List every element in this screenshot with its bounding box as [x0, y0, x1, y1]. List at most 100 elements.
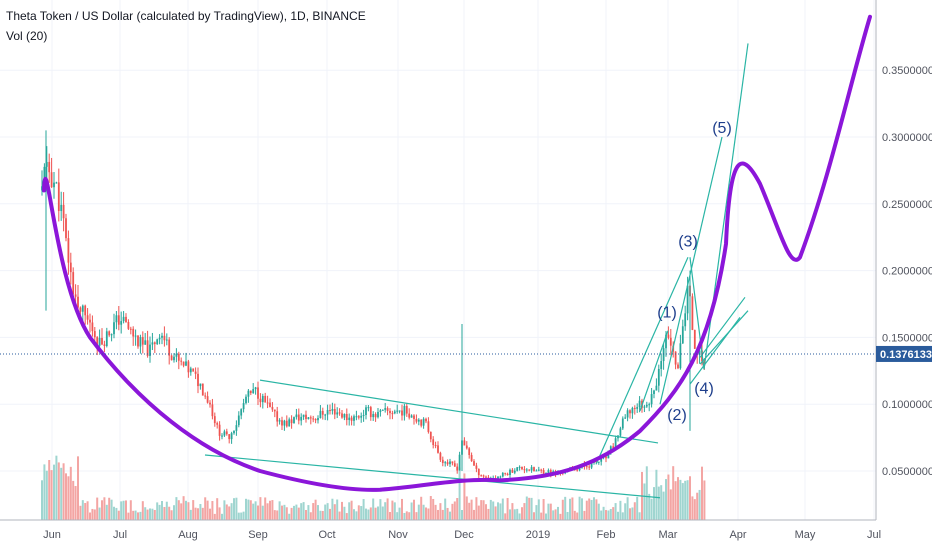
candle-body — [192, 368, 195, 372]
volume-bar — [458, 467, 461, 520]
candle-body — [247, 390, 250, 397]
volume-bar — [542, 499, 545, 520]
volume-bar — [602, 506, 605, 520]
candle-body — [655, 385, 658, 391]
volume-bar — [441, 509, 444, 520]
candle-body — [98, 337, 101, 346]
candle-body — [144, 340, 147, 345]
volume-bar — [252, 503, 255, 520]
volume-bar — [696, 492, 699, 520]
volume-bar — [665, 479, 667, 520]
candle-body — [381, 409, 384, 411]
volume-bar — [689, 476, 691, 520]
volume-bar — [353, 509, 355, 520]
candle-body — [677, 364, 679, 369]
volume-bar — [554, 509, 557, 520]
candle-body — [542, 470, 545, 474]
volume-bar — [321, 510, 324, 520]
volume-bar — [653, 487, 655, 520]
volume-bar — [593, 497, 595, 520]
candle-body — [533, 467, 535, 471]
volume-bar — [192, 500, 195, 520]
candle-body — [127, 322, 130, 329]
candle-body — [108, 331, 111, 336]
volume-bar — [360, 506, 363, 520]
volume-bar — [69, 466, 72, 520]
candle-body — [67, 238, 70, 263]
volume-bar — [569, 498, 571, 520]
volume-bar — [72, 480, 75, 520]
time-tick-label: Feb — [597, 529, 616, 541]
candle-body — [338, 412, 341, 414]
volume-bar — [156, 502, 159, 520]
volume-bar — [278, 501, 281, 520]
volume-bar — [504, 513, 507, 520]
candle-body — [113, 322, 115, 335]
candle-body — [305, 414, 307, 420]
candle-body — [341, 413, 343, 418]
volume-bar — [180, 503, 183, 520]
candle-body — [151, 342, 154, 345]
candle-body — [631, 407, 634, 414]
volume-bar — [283, 504, 286, 520]
volume-bar — [103, 497, 106, 520]
volume-bar — [427, 508, 430, 520]
volume-bar — [648, 493, 651, 520]
candle-body — [281, 420, 283, 426]
candle-body — [614, 438, 617, 448]
volume-bar — [511, 503, 514, 520]
candle-body — [321, 410, 324, 415]
volume-bar — [417, 504, 420, 520]
volume-bar — [386, 498, 389, 520]
volume-bar — [45, 470, 48, 520]
volume-bar — [177, 500, 180, 520]
candle-body — [369, 407, 372, 418]
candle-body — [389, 410, 391, 414]
volume-bar — [149, 508, 151, 520]
volume-bar — [153, 509, 156, 520]
candle-body — [259, 398, 262, 403]
candle-body — [451, 461, 454, 464]
volume-bar — [669, 489, 672, 520]
volume-bar — [429, 496, 432, 520]
candle-body — [506, 473, 509, 476]
volume-bar — [343, 506, 346, 520]
volume-bar — [425, 507, 427, 520]
volume-bar — [691, 496, 694, 520]
volume-bar — [271, 500, 274, 520]
candle-body — [333, 408, 336, 415]
candle-body — [518, 466, 521, 468]
volume-bar — [194, 507, 197, 520]
volume-bar — [506, 498, 509, 520]
candle-body — [645, 404, 648, 407]
volume-bar — [528, 497, 531, 520]
volume-bar — [314, 499, 317, 520]
volume-bar — [581, 498, 583, 520]
volume-bar — [633, 502, 636, 520]
candle-body — [50, 172, 53, 188]
volume-bars — [41, 455, 706, 520]
candle-body — [197, 373, 199, 387]
candle-body — [240, 409, 243, 416]
candle-body — [74, 294, 77, 297]
volume-bar — [345, 513, 348, 520]
candle-body — [300, 416, 303, 421]
volume-bar — [230, 503, 233, 520]
candle-body — [295, 414, 298, 418]
candle-body — [693, 329, 696, 349]
volume-bar — [144, 507, 147, 520]
trendline — [699, 296, 746, 358]
candle-body — [173, 356, 175, 361]
volume-bar — [266, 503, 269, 520]
candle-body — [540, 469, 543, 471]
candle-body — [230, 433, 233, 440]
candle-body — [72, 272, 75, 295]
candle-body — [293, 417, 295, 424]
volume-bar — [533, 512, 535, 520]
candle-body — [137, 335, 139, 347]
candle-body — [60, 204, 63, 212]
time-tick-label: Oct — [318, 529, 335, 541]
